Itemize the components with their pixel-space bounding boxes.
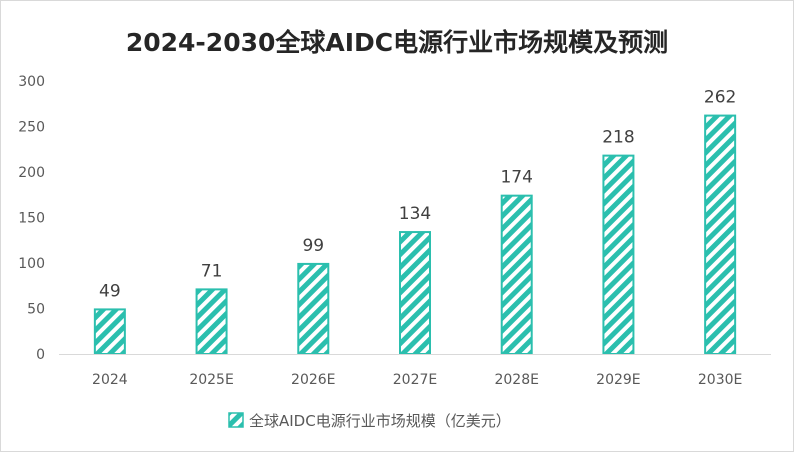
- x-axis: 2024 2025E 2026E 2027E 2028E 2029E 2030E: [59, 354, 771, 388]
- bar: [195, 288, 228, 356]
- legend-label: 全球AIDC电源行业市场规模（亿美元）: [249, 412, 511, 430]
- legend: 全球AIDC电源行业市场规模（亿美元）: [228, 412, 511, 430]
- x-tick-label: 2029E: [596, 372, 640, 388]
- bar: [500, 194, 533, 355]
- y-tick-label: 150: [18, 211, 45, 227]
- bar-value-label: 49: [99, 281, 121, 301]
- y-tick-label: 300: [18, 74, 45, 90]
- bars: 49 71 99 134 174 218 262: [93, 88, 737, 356]
- y-tick-label: 100: [18, 256, 45, 272]
- bar-value-label: 71: [201, 261, 223, 281]
- bar: [704, 114, 737, 355]
- chart-title: 2024-2030全球AIDC电源行业市场规模及预测: [126, 28, 668, 57]
- x-tick-label: 2024: [92, 372, 128, 388]
- x-tick-label: 2026E: [291, 372, 335, 388]
- bar-value-label: 174: [500, 168, 532, 188]
- y-tick-label: 50: [27, 302, 45, 318]
- y-tick-label: 200: [18, 165, 45, 181]
- y-axis: 0 50 100 150 200 250 300: [18, 74, 45, 363]
- x-tick-label: 2027E: [393, 372, 437, 388]
- bar-value-label: 262: [704, 88, 736, 108]
- bar: [399, 231, 431, 355]
- bar-value-label: 99: [302, 236, 324, 256]
- bar: [602, 154, 635, 355]
- x-tick-label: 2028E: [494, 372, 538, 388]
- bar: [93, 308, 126, 356]
- bar: [297, 262, 330, 355]
- legend-swatch: [228, 412, 244, 428]
- x-tick-label: 2025E: [189, 372, 233, 388]
- y-tick-label: 0: [36, 347, 45, 363]
- bar-value-label: 218: [602, 128, 634, 148]
- bar-value-label: 134: [399, 204, 431, 224]
- y-tick-label: 250: [18, 120, 45, 136]
- x-tick-label: 2030E: [698, 372, 742, 388]
